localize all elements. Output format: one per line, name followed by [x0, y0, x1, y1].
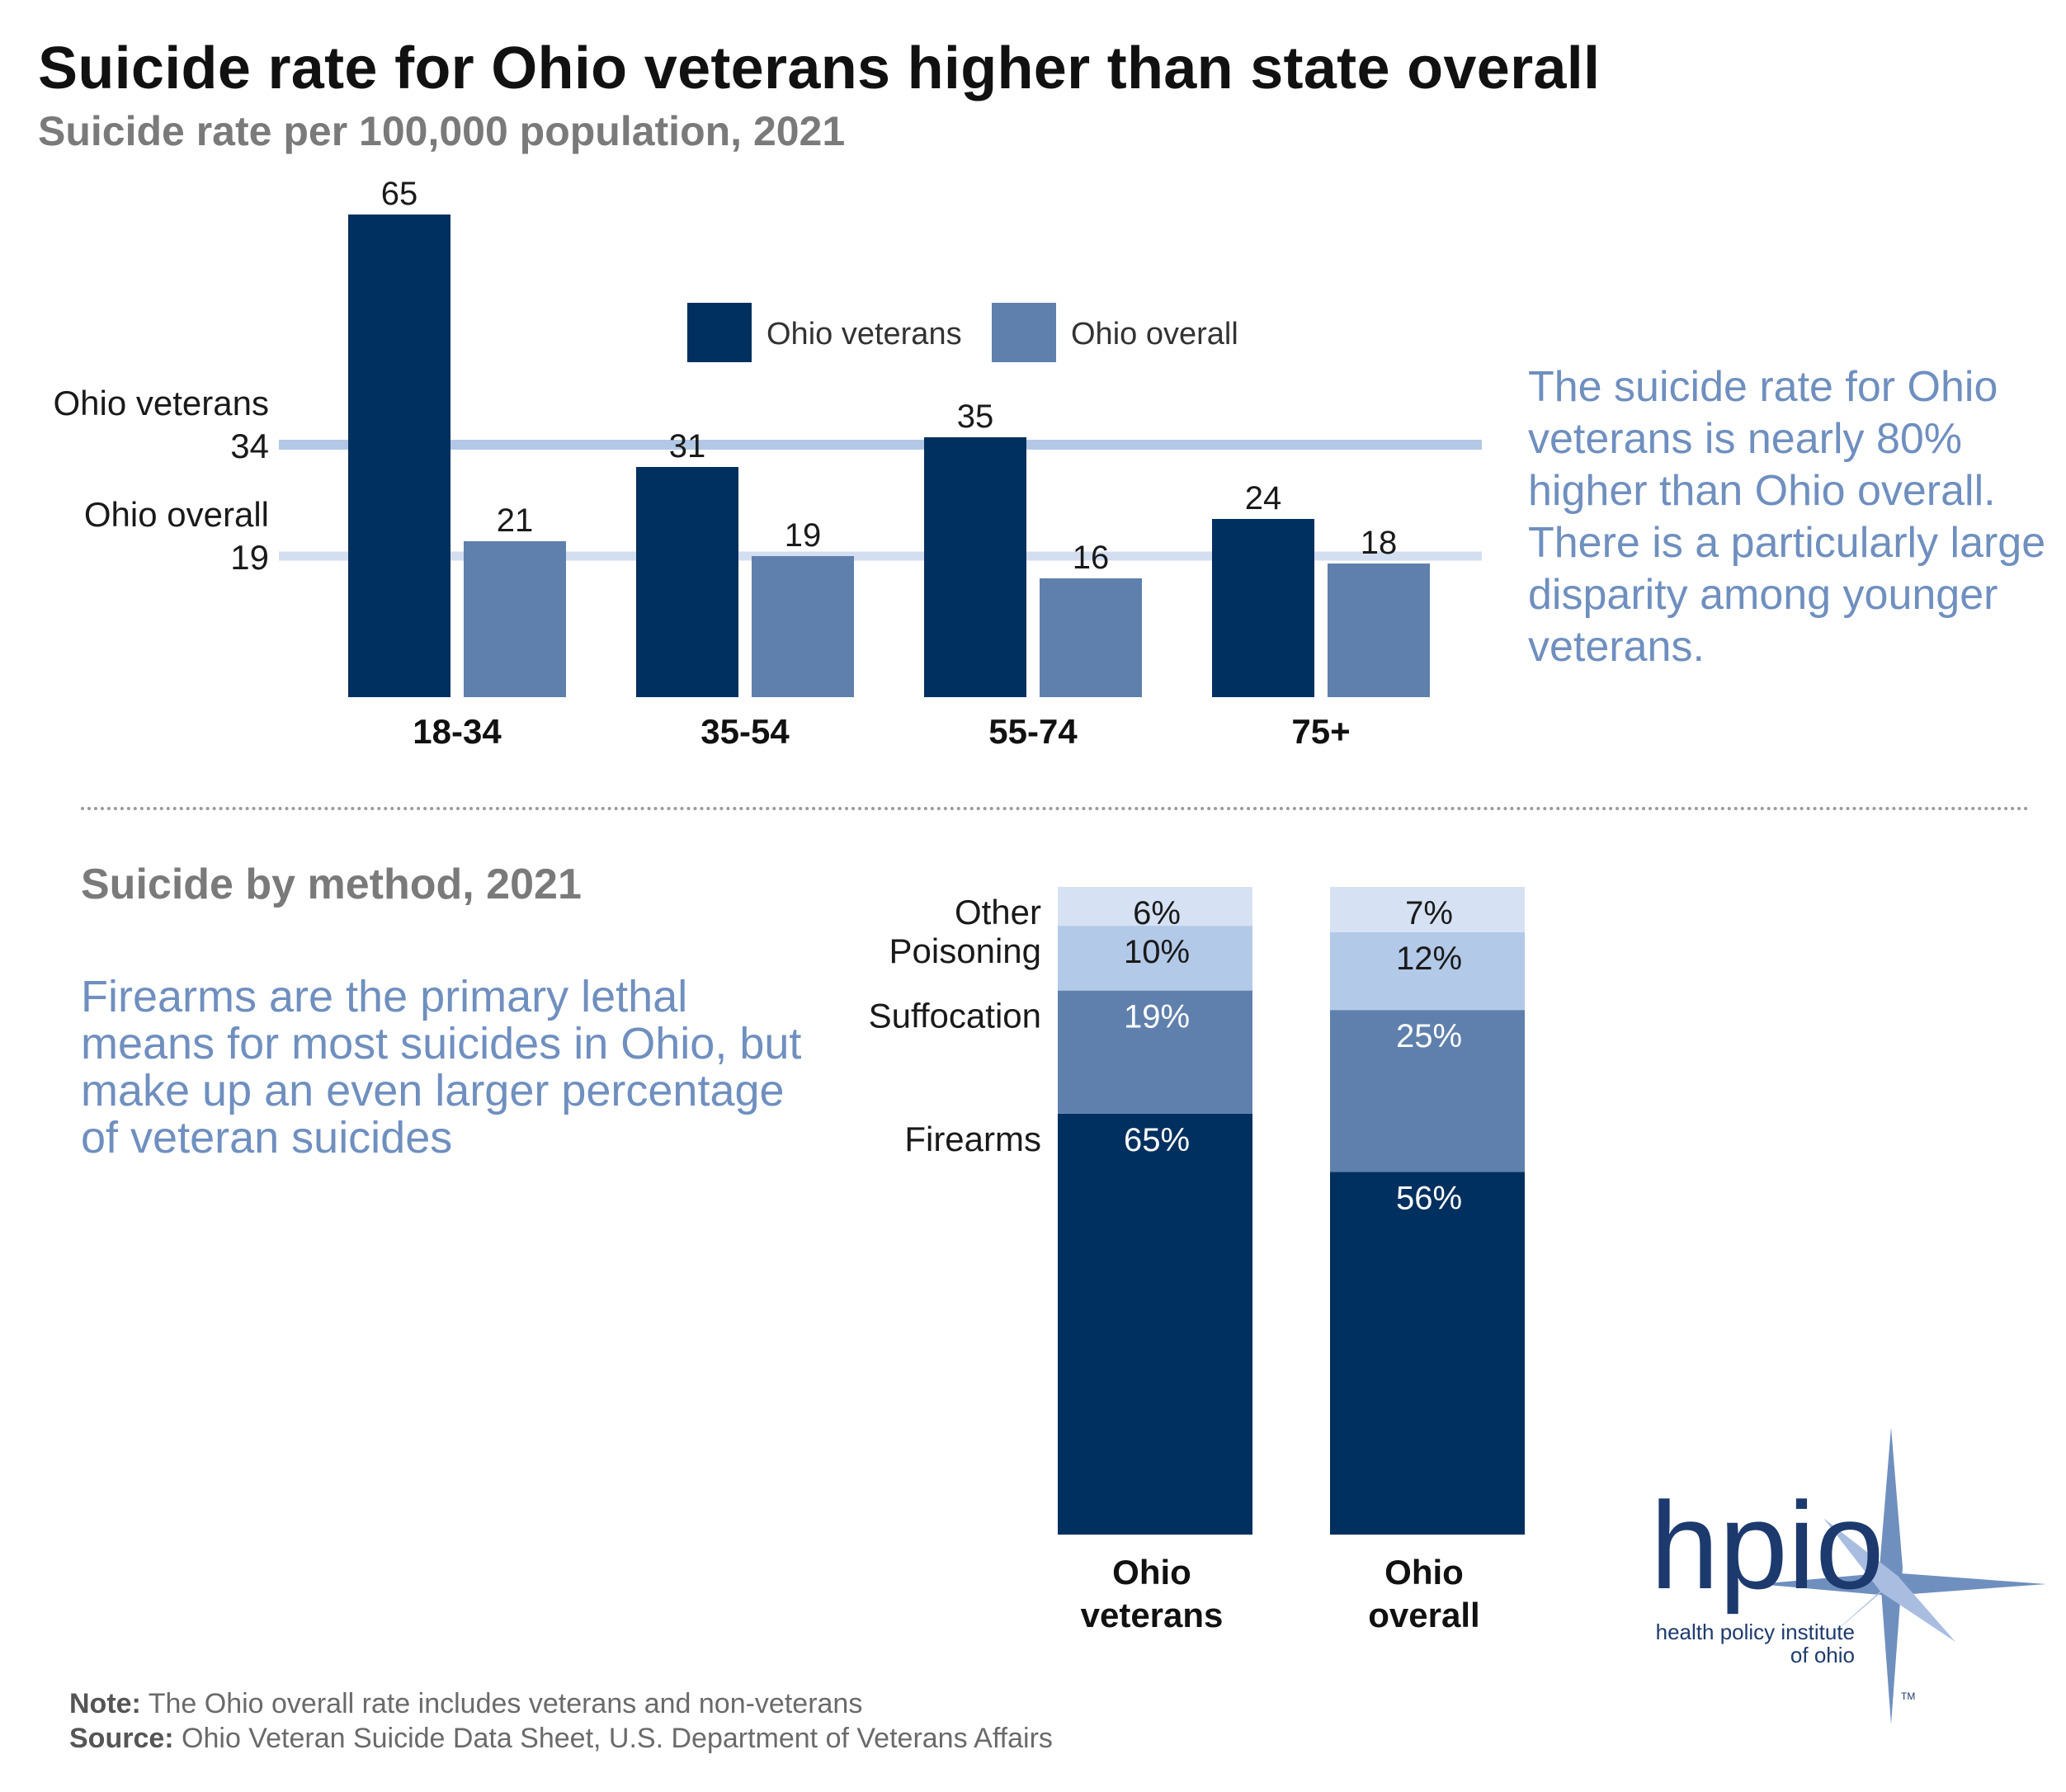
bar-value-label: 18	[1361, 525, 1398, 561]
segment-firearms-overall	[1330, 1172, 1525, 1535]
segment-firearms-veterans	[1058, 1113, 1252, 1535]
bar-veterans-75+	[1212, 519, 1314, 697]
segment-value-label: 7%	[1405, 895, 1453, 931]
segment-value-label: 10%	[1124, 934, 1190, 970]
x-tick-label: 75+	[1291, 712, 1350, 751]
logo-wordmark: hpio	[1650, 1476, 1884, 1615]
x-tick-label: Ohio	[1384, 1553, 1464, 1592]
rate-bar-chart: Ohio veterans 34 Ohio overall 19 65 21 18-34 31…	[54, 176, 1482, 751]
method-section-title: Suicide by method, 2021	[81, 861, 582, 908]
series-label-poisoning: Poisoning	[889, 931, 1041, 970]
compass-star-icon	[1757, 1427, 2046, 1724]
x-tick-label: 35-54	[700, 712, 790, 751]
footnote-note: Note: The Ohio overall rate includes vet…	[69, 1688, 862, 1720]
method-callout: Firearms are the primary lethal means fo…	[81, 972, 802, 1162]
hpio-logo: hpio health policy institute of ohio TM	[1650, 1427, 2046, 1724]
chart-subtitle: Suicide rate per 100,000 population, 202…	[38, 108, 846, 154]
series-label-firearms: Firearms	[904, 1120, 1041, 1158]
ref-label-veterans: Ohio veterans	[54, 384, 269, 422]
x-tick-label: 55-74	[988, 712, 1078, 751]
note-label: Note:	[69, 1688, 141, 1719]
bar-value-label: 16	[1073, 540, 1110, 576]
bar-veterans-55-74	[924, 437, 1026, 697]
section-divider	[81, 807, 2030, 810]
bar-value-label: 24	[1245, 480, 1282, 516]
series-label-other: Other	[955, 893, 1041, 931]
note-text: The Ohio overall rate includes veterans …	[140, 1688, 863, 1719]
source-text: Ohio Veteran Suicide Data Sheet, U.S. De…	[173, 1723, 1053, 1754]
segment-value-label: 56%	[1396, 1180, 1462, 1216]
segment-other-veterans	[1058, 887, 1252, 927]
legend-veterans-swatch	[687, 303, 752, 362]
bar-value-label: 65	[381, 176, 418, 212]
segment-value-label: 12%	[1396, 941, 1462, 977]
logo-tagline-2: of ohio	[1790, 1643, 1855, 1667]
logo-tagline-1: health policy institute	[1656, 1620, 1855, 1644]
bar-value-label: 21	[497, 502, 534, 539]
footnote-source: Source: Ohio Veteran Suicide Data Sheet,…	[69, 1723, 1053, 1755]
segment-other-overall	[1330, 887, 1525, 932]
legend-overall-label: Ohio overall	[1071, 317, 1238, 351]
bar-veterans-18-34	[348, 215, 450, 697]
ref-label-overall: Ohio overall	[84, 495, 269, 534]
segment-value-label: 6%	[1133, 895, 1181, 931]
bar-value-label: 19	[785, 517, 822, 554]
bar-value-label: 31	[669, 428, 706, 465]
legend-veterans-label: Ohio veterans	[766, 317, 962, 351]
x-tick-label: 18-34	[413, 712, 502, 751]
bar-value-label: 35	[957, 398, 994, 435]
bar-overall-18-34	[464, 541, 566, 697]
bar-overall-55-74	[1040, 578, 1142, 697]
x-tick-label: Ohio	[1112, 1553, 1191, 1592]
rate-callout: The suicide rate for Ohio veterans is ne…	[1528, 363, 2046, 671]
x-tick-label: overall	[1368, 1596, 1479, 1634]
bar-overall-35-54	[752, 556, 854, 697]
bar-veterans-35-54	[636, 467, 738, 697]
source-label: Source:	[69, 1723, 174, 1754]
segment-value-label: 25%	[1396, 1018, 1462, 1054]
segment-poisoning-veterans	[1058, 926, 1252, 991]
segment-value-label: 65%	[1124, 1122, 1190, 1158]
chart-title: Suicide rate for Ohio veterans higher th…	[38, 35, 1601, 101]
segment-poisoning-overall	[1330, 931, 1525, 1011]
ref-value-veterans: 34	[230, 427, 269, 465]
ref-value-overall: 19	[230, 538, 269, 577]
segment-suffocation-overall	[1330, 1010, 1525, 1172]
logo-tm: TM	[1901, 1691, 1915, 1702]
segment-value-label: 19%	[1124, 999, 1190, 1035]
bar-overall-75+	[1328, 564, 1430, 697]
legend-overall-swatch	[992, 303, 1056, 362]
x-tick-label: veterans	[1081, 1596, 1224, 1634]
method-stacked-chart: 65% 19% 10%6% Ohio veterans Firearms Suffocati…	[869, 887, 1525, 1634]
series-label-suffocation: Suffocation	[869, 997, 1041, 1035]
segment-suffocation-veterans	[1058, 990, 1252, 1114]
